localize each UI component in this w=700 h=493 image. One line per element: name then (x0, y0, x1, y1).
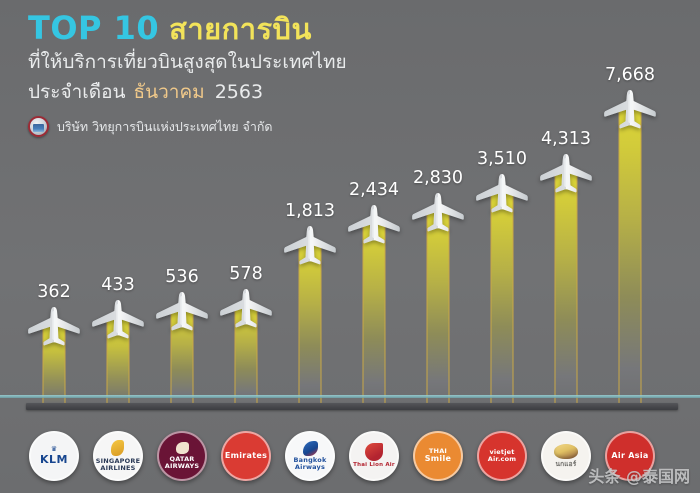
bar-group: 4,313 (534, 0, 598, 493)
airplane-icon (25, 306, 83, 352)
airline-logo-label: Thai Lion Air (353, 462, 395, 469)
airline-logo-wrap: QATAR AIRWAYS (150, 431, 214, 481)
airline-logo-wrap: ♛ KLM (22, 431, 86, 481)
title-period-year: 2563 (214, 81, 264, 104)
bar-group: 2,434 (342, 0, 406, 493)
bar-group: 2,830 (406, 0, 470, 493)
bar-group: 578 (214, 0, 278, 493)
bar-value-label: 4,313 (540, 129, 592, 150)
nok-bird-icon (554, 444, 578, 460)
organization-row: บริษัท วิทยุการบินแห่งประเทศไทย จำกัด (28, 116, 458, 138)
airline-logo-wrap: Thai Lion Air (342, 431, 406, 481)
thai-smile-logo-icon[interactable]: THAI Smile (413, 431, 463, 481)
crown-icon: ♛ (50, 445, 58, 454)
air-asia-logo-icon[interactable]: Air Asia (605, 431, 655, 481)
bar-column (426, 207, 450, 405)
bar-group: 1,813 (278, 0, 342, 493)
singapore-bird-icon (111, 440, 125, 457)
bar-column (362, 219, 386, 405)
airplane-icon (409, 192, 467, 238)
title-line-2: ที่ให้บริการเที่ยวบินสูงสุดในประเทศไทย (28, 50, 347, 73)
bar-column (298, 241, 322, 405)
airline-logo-label: Smile (424, 454, 452, 464)
watermark: 头条 @泰国网 (588, 467, 690, 486)
airline-logo-label: Bangkok (293, 456, 327, 465)
airplane-icon (281, 225, 339, 271)
title-period-month: ธันวาคม (133, 81, 205, 104)
bar-value-label: 362 (37, 281, 71, 302)
title-period-prefix: ประจำเดือน (28, 81, 126, 104)
airplane-icon (89, 299, 147, 345)
airline-logo-label: KLM (40, 453, 68, 467)
organization-name: บริษัท วิทยุการบินแห่งประเทศไทย จำกัด (57, 118, 273, 134)
airplane-icon (217, 288, 275, 334)
airplane-icon (345, 204, 403, 250)
header-block: TOP 10 สายการบิน ที่ให้บริการเที่ยวบินสูง… (28, 9, 458, 138)
qatar-airways-logo-icon[interactable]: QATAR AIRWAYS (157, 431, 207, 481)
bar-value-label: 2,830 (412, 167, 464, 188)
nok-air-logo-icon[interactable]: นกแอร์ (541, 431, 591, 481)
airline-logo-sublabel: AIRLINES (100, 464, 136, 472)
bar-value-label: 433 (101, 275, 135, 296)
bar-group: 433 (86, 0, 150, 493)
ground-line (0, 395, 700, 398)
airline-logo-sublabel: Airways (294, 463, 326, 471)
bar-column (106, 315, 130, 405)
title-line-3: ประจำเดือน ธันวาคม 2563 (28, 77, 458, 107)
bangkok-airways-logo-icon[interactable]: Bangkok Airways (285, 431, 335, 481)
bar-column (170, 306, 194, 405)
airline-logo-row: ♛ KLM SINGAPORE AIRLINES QATAR AIRWAYS Emirate… (0, 417, 700, 483)
airplane-icon (473, 173, 531, 219)
airline-logo-wrap: Bangkok Airways (278, 431, 342, 481)
airline-logo-sublabel: THAI (428, 447, 448, 456)
airline-logo-label: Emirates (224, 450, 268, 460)
klm-logo-icon[interactable]: ♛ KLM (29, 431, 79, 481)
airline-logo-label: vietjet (489, 448, 515, 457)
airline-logo-wrap: Air Asia (598, 431, 662, 481)
thai-lion-air-logo-icon[interactable]: Thai Lion Air (349, 431, 399, 481)
bar-value-label: 536 (165, 266, 199, 287)
airline-logo-wrap: THAI Smile (406, 431, 470, 481)
airline-logo-sublabel: Air.com (487, 455, 517, 463)
airplane-icon (601, 89, 659, 135)
bar-value-label: 578 (229, 263, 263, 284)
bar-column (234, 303, 258, 405)
vietjet-air-logo-icon[interactable]: vietjet Air.com (477, 431, 527, 481)
bangkok-swoosh-icon (302, 441, 318, 457)
bar-group: 536 (150, 0, 214, 493)
airplane-icon (153, 291, 211, 337)
airplane-icon (537, 153, 595, 199)
bar-value-label: 1,813 (284, 201, 336, 222)
aerothai-seal-icon (28, 116, 49, 138)
oryx-icon (175, 442, 189, 455)
emirates-logo-icon[interactable]: Emirates (221, 431, 271, 481)
airline-logo-wrap: Emirates (214, 431, 278, 481)
bar-column (618, 105, 642, 405)
airline-logo-label: SINGAPORE (95, 457, 141, 466)
airline-logo-label: Air Asia (611, 450, 649, 460)
airline-logo-label: QATAR (169, 455, 195, 464)
bar-group: 7,668 (598, 0, 662, 493)
bar-value-label: 7,668 (604, 65, 656, 85)
airline-logo-sublabel: AIRWAYS (164, 462, 200, 470)
bar-value-label: 3,510 (476, 148, 528, 169)
lion-mark-icon (364, 443, 383, 462)
singapore-airlines-logo-icon[interactable]: SINGAPORE AIRLINES (93, 431, 143, 481)
bar-group: 3,510 (470, 0, 534, 493)
bar-column (490, 188, 514, 405)
airline-logo-wrap: SINGAPORE AIRLINES (86, 431, 150, 481)
page-title: TOP 10 สายการบิน (28, 9, 458, 47)
airline-logo-wrap: นกแอร์ (534, 431, 598, 481)
airline-logo-sublabel: นกแอร์ (555, 460, 577, 469)
bar-column (554, 169, 578, 405)
title-subject: สายการบิน (169, 12, 312, 46)
ground-baseline (26, 403, 678, 410)
bar-group: 362 (22, 0, 86, 493)
title-top10: TOP 10 (28, 9, 160, 47)
bar-value-label: 2,434 (348, 179, 400, 200)
airline-logo-wrap: vietjet Air.com (470, 431, 534, 481)
